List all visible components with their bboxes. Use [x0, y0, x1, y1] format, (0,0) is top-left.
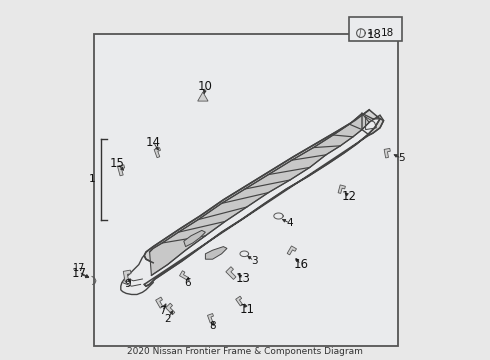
Text: 13: 13 [236, 273, 251, 285]
Text: 15: 15 [110, 157, 124, 170]
Polygon shape [236, 296, 243, 306]
FancyBboxPatch shape [94, 34, 398, 346]
Polygon shape [149, 113, 369, 275]
Text: 18: 18 [380, 28, 393, 38]
Text: 18: 18 [367, 28, 382, 41]
Text: 10: 10 [198, 80, 213, 93]
Text: 11: 11 [239, 303, 254, 316]
Text: 12: 12 [342, 190, 357, 203]
Polygon shape [156, 297, 163, 308]
Text: 2: 2 [164, 314, 171, 324]
Text: 16: 16 [294, 258, 308, 271]
Polygon shape [207, 314, 214, 323]
Text: 5: 5 [398, 153, 405, 163]
Text: 9: 9 [124, 279, 131, 289]
Text: 4: 4 [287, 218, 294, 228]
FancyBboxPatch shape [349, 17, 402, 41]
Polygon shape [123, 270, 131, 282]
Polygon shape [118, 165, 124, 176]
Polygon shape [154, 148, 161, 158]
Polygon shape [166, 303, 175, 315]
Polygon shape [179, 271, 189, 280]
Text: 7: 7 [159, 306, 166, 316]
Text: 1: 1 [89, 174, 96, 184]
Text: 14: 14 [146, 136, 161, 149]
Text: 17: 17 [72, 267, 87, 280]
Polygon shape [184, 230, 205, 247]
Text: 2020 Nissan Frontier Frame & Components Diagram: 2020 Nissan Frontier Frame & Components … [127, 346, 363, 356]
Text: 3: 3 [251, 256, 257, 266]
Polygon shape [197, 92, 208, 101]
Text: 17: 17 [73, 263, 85, 273]
Polygon shape [338, 185, 345, 193]
Polygon shape [384, 148, 391, 158]
Polygon shape [205, 247, 227, 259]
Text: 6: 6 [184, 278, 191, 288]
Polygon shape [226, 267, 236, 279]
Polygon shape [144, 110, 384, 286]
Text: 8: 8 [209, 321, 216, 331]
Polygon shape [287, 246, 296, 255]
